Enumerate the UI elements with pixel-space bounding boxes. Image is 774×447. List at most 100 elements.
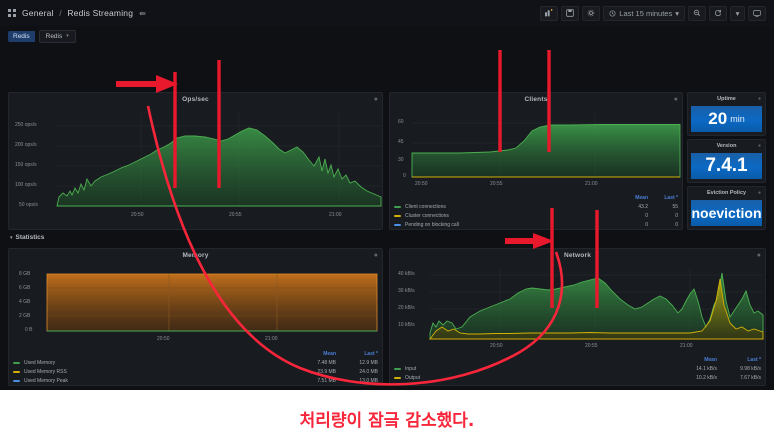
legend-mean: 7.51 MB bbox=[317, 377, 336, 384]
legend-header-last: Last * bbox=[364, 350, 378, 357]
legend-row[interactable]: Used Memory Peak 7.51 MB 13.0 MB bbox=[9, 376, 382, 385]
legend-row[interactable]: Input 14.1 kB/s 9.98 kB/s bbox=[390, 364, 765, 373]
memory-ytick-1: 6 GB bbox=[19, 285, 31, 291]
panel-title-network: Network bbox=[563, 252, 592, 259]
memory-plot: 8 GB 6 GB 4 GB 2 GB 0 B 20:50 21:00 bbox=[9, 261, 384, 347]
legend-row[interactable]: Used Memory 7.48 MB 12.9 MB bbox=[9, 358, 382, 367]
legend-row[interactable]: Used Memory RSS 23.9 MB 24.0 MB bbox=[9, 367, 382, 376]
ops-ytick-2: 150 ops/s bbox=[15, 162, 37, 168]
legend-series-name: Cluster connections bbox=[405, 212, 449, 219]
stat-title: Eviction Policy bbox=[706, 189, 747, 196]
refresh-caret: ▾ bbox=[735, 8, 740, 18]
clients-ytick-1: 45 bbox=[398, 139, 404, 145]
panel-menu-icon[interactable]: ● bbox=[673, 96, 678, 103]
stat-value: 7.4.1 bbox=[705, 155, 748, 176]
legend-mean: 14.1 kB/s bbox=[696, 365, 717, 372]
panel-menu-icon[interactable]: ● bbox=[756, 252, 761, 259]
variable-redis[interactable]: Redis bbox=[8, 30, 35, 42]
legend-mean: 43.2 bbox=[638, 203, 648, 210]
legend-series-name: Input bbox=[405, 365, 417, 372]
stat-value: 20 bbox=[708, 109, 728, 128]
refresh-button[interactable] bbox=[709, 5, 727, 21]
legend-swatch bbox=[13, 361, 20, 364]
memory-ytick-2: 4 GB bbox=[19, 299, 31, 305]
ops-xtick-1: 20:55 bbox=[229, 212, 242, 218]
legend-mean: 0 bbox=[645, 212, 648, 219]
legend-swatch bbox=[394, 367, 401, 370]
ops-ytick-4: 50 ops/s bbox=[19, 202, 38, 208]
legend-swatch bbox=[394, 214, 401, 217]
clients-xtick-1: 20:55 bbox=[490, 181, 503, 187]
legend-row[interactable]: Client connections 43.2 55 bbox=[390, 202, 682, 211]
zoom-out-time-button[interactable] bbox=[688, 5, 706, 21]
memory-xtick-1: 21:00 bbox=[265, 336, 278, 342]
clients-xtick-2: 21:00 bbox=[585, 181, 598, 187]
panel-menu-icon[interactable]: ● bbox=[757, 143, 761, 149]
memory-legend: Mean Last * Used Memory 7.48 MB 12.9 MB … bbox=[9, 349, 382, 385]
legend-row[interactable]: Cluster connections 0 0 bbox=[390, 211, 682, 220]
panel-ops-per-sec: Ops/sec ● bbox=[8, 92, 383, 230]
refresh-interval-dropdown[interactable]: ▾ bbox=[730, 5, 745, 21]
legend-last: 7.67 kB/s bbox=[740, 374, 761, 381]
dashboard-grid-icon bbox=[8, 8, 17, 18]
panel-menu-icon[interactable]: ● bbox=[757, 190, 761, 196]
legend-header-last: Last * bbox=[747, 356, 761, 363]
save-dashboard-button[interactable] bbox=[561, 5, 580, 21]
time-range-caret: ▾ bbox=[675, 8, 679, 18]
breadcrumb-root[interactable]: General bbox=[22, 8, 54, 18]
share-icon[interactable]: ⇚ bbox=[139, 8, 146, 18]
network-plot: 40 kB/s 30 kB/s 20 kB/s 10 kB/s 20:50 20… bbox=[390, 261, 767, 353]
ops-chart-svg bbox=[56, 113, 382, 207]
legend-swatch bbox=[394, 205, 401, 208]
legend-row[interactable]: Output 10.2 kB/s 7.67 kB/s bbox=[390, 373, 765, 382]
page-title[interactable]: Redis Streaming bbox=[67, 8, 134, 18]
legend-row[interactable]: Pending on blocking call 0 0 bbox=[390, 220, 682, 229]
legend-mean: 23.9 MB bbox=[317, 368, 336, 375]
time-range-label: Last 15 minutes bbox=[619, 8, 673, 18]
panel-menu-icon[interactable]: ● bbox=[373, 96, 378, 103]
time-range-picker[interactable]: Last 15 minutes ▾ bbox=[603, 5, 685, 21]
template-variable-row: Redis Redis ▾ bbox=[0, 26, 774, 46]
network-ytick-0: 40 kB/s bbox=[398, 271, 415, 277]
add-panel-button[interactable] bbox=[540, 5, 559, 21]
dashboard-settings-button[interactable] bbox=[582, 5, 601, 21]
clients-ytick-2: 30 bbox=[398, 157, 404, 163]
panel-network: Network ● bbox=[389, 248, 766, 386]
toolbar: Last 15 minutes ▾ ▾ bbox=[540, 5, 766, 21]
stat-value-box: noeviction bbox=[691, 200, 762, 226]
legend-header-row: Mean Last * bbox=[390, 193, 682, 202]
tv-mode-button[interactable] bbox=[748, 5, 766, 21]
panel-menu-icon[interactable]: ● bbox=[757, 96, 761, 102]
stat-title: Version bbox=[716, 142, 737, 149]
legend-series-name: Used Memory Peak bbox=[24, 377, 68, 384]
memory-chart-svg bbox=[46, 273, 378, 332]
network-legend: Mean Last * Input 14.1 kB/s 9.98 kB/s Ou… bbox=[390, 355, 765, 382]
legend-last: 24.0 MB bbox=[359, 368, 378, 375]
breadcrumb: General / Redis Streaming bbox=[22, 8, 133, 18]
variable-value: Redis bbox=[45, 32, 63, 40]
chevron-down-icon: ▾ bbox=[66, 33, 69, 39]
legend-series-name: Client connections bbox=[405, 203, 446, 210]
variable-value-dropdown[interactable]: Redis ▾ bbox=[38, 29, 76, 43]
legend-last: 13.0 MB bbox=[359, 377, 378, 384]
refresh-icon bbox=[714, 9, 722, 17]
legend-series-name: Pending on blocking call bbox=[405, 221, 459, 228]
top-navbar: General / Redis Streaming ⇚ Last 15 minu… bbox=[0, 0, 774, 26]
stat-value-box: 20 min bbox=[691, 106, 762, 132]
legend-header-row: Mean Last * bbox=[390, 355, 765, 364]
legend-header-last: Last * bbox=[664, 194, 678, 201]
network-ytick-3: 10 kB/s bbox=[398, 322, 415, 328]
breadcrumb-separator: / bbox=[59, 8, 62, 18]
memory-ytick-3: 2 GB bbox=[19, 313, 31, 319]
zoom-out-icon bbox=[693, 9, 701, 17]
section-header-statistics[interactable]: ▾ Statistics bbox=[10, 234, 44, 241]
clients-xtick-0: 20:50 bbox=[415, 181, 428, 187]
legend-swatch bbox=[13, 379, 20, 382]
legend-header-mean: Mean bbox=[323, 350, 336, 357]
annotation-caption: 처리량이 잠긐 감소했다. bbox=[299, 411, 475, 431]
stat-title: Uptime bbox=[717, 95, 736, 102]
variable-label: Redis bbox=[8, 30, 35, 42]
stat-panel-eviction-policy: Eviction Policy ● noeviction bbox=[687, 186, 766, 230]
panel-menu-icon[interactable]: ● bbox=[373, 252, 378, 259]
network-ytick-2: 20 kB/s bbox=[398, 305, 415, 311]
